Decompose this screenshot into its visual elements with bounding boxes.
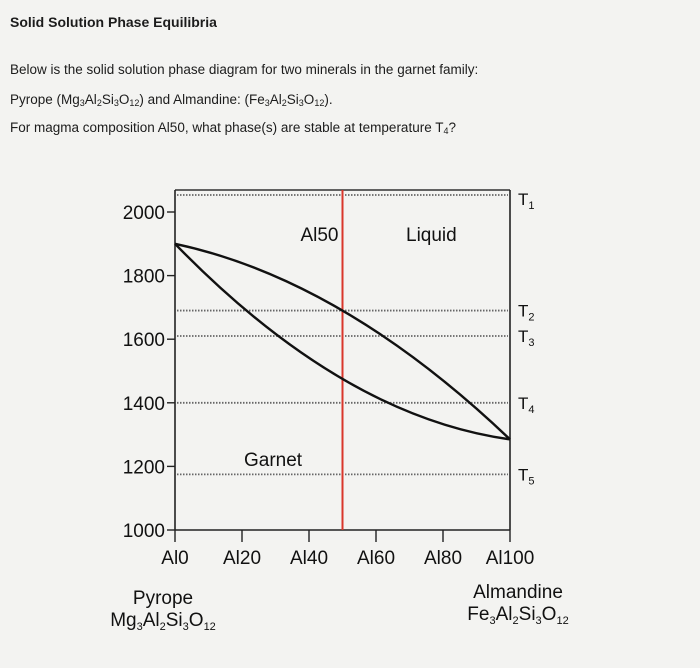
isotherm-label: T4 bbox=[518, 394, 535, 416]
isotherm-label: T2 bbox=[518, 302, 535, 324]
y-tick-label: 1800 bbox=[123, 267, 165, 288]
isotherm-label: T1 bbox=[518, 190, 535, 212]
endmember-left-formula: Mg3Al2Si3O12 bbox=[110, 610, 216, 633]
chart-labels: T1 T2 T3 T4 T5 1000 1200 1400 1600 1800 2000 Al0 Al2… bbox=[110, 190, 569, 633]
isotherm-label: T3 bbox=[518, 327, 535, 349]
question-intro: Below is the solid solution phase diagra… bbox=[10, 62, 479, 77]
axes bbox=[167, 190, 511, 542]
y-tick-label: 1600 bbox=[123, 330, 165, 351]
y-tick-label: 1400 bbox=[123, 394, 165, 415]
phase-curves bbox=[174, 190, 511, 530]
question-minerals: Pyrope (Mg3Al2Si3O12) and Almandine: (Fe… bbox=[10, 92, 333, 108]
solidus-curve bbox=[174, 242, 511, 441]
x-tick-label: Al60 bbox=[357, 548, 395, 569]
y-tick-label: 1000 bbox=[123, 521, 165, 542]
endmember-right-name: Almandine bbox=[473, 582, 563, 603]
isotherm-label: T5 bbox=[518, 465, 535, 487]
x-tick-label: Al80 bbox=[424, 548, 462, 569]
x-tick-label: Al100 bbox=[486, 548, 535, 569]
x-tick-label: Al0 bbox=[161, 548, 188, 569]
x-tick-label: Al40 bbox=[290, 548, 328, 569]
question-prompt: For magma composition Al50, what phase(s… bbox=[10, 120, 456, 136]
question-title: Solid Solution Phase Equilibria bbox=[10, 14, 217, 30]
liquidus-curve bbox=[174, 242, 511, 441]
composition-label: Al50 bbox=[300, 225, 338, 246]
y-tick-label: 2000 bbox=[123, 203, 165, 224]
region-label-liquid: Liquid bbox=[406, 225, 457, 246]
y-tick-label: 1200 bbox=[123, 457, 165, 478]
endmember-right-formula: Fe3Al2Si3O12 bbox=[467, 604, 568, 627]
region-label-garnet: Garnet bbox=[244, 450, 303, 471]
x-tick-label: Al20 bbox=[223, 548, 261, 569]
endmember-left-name: Pyrope bbox=[133, 588, 193, 609]
